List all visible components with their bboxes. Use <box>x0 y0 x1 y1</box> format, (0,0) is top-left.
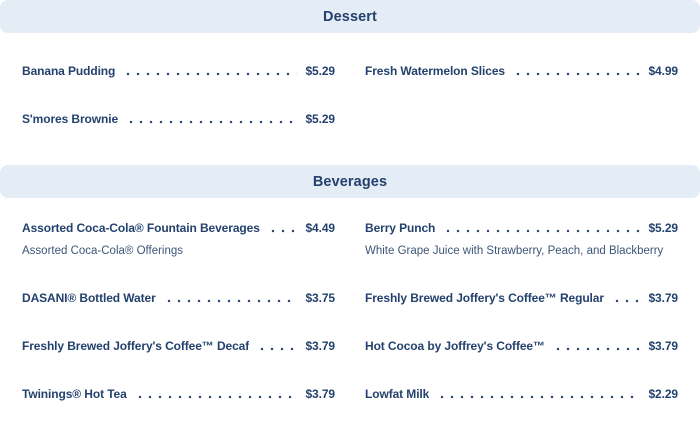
menu-item-price: $2.29 <box>648 387 678 401</box>
dot-leader <box>512 72 641 76</box>
menu-item: Twinings® Hot Tea $3.79 <box>22 386 335 402</box>
menu-item-name: Hot Cocoa by Joffrey's Coffee™ <box>365 339 545 353</box>
menu-item: Fresh Watermelon Slices $4.99 <box>365 63 678 79</box>
menu-item-price: $3.79 <box>648 339 678 353</box>
dot-leader <box>123 72 298 76</box>
dot-leader <box>443 229 641 233</box>
section-header-dessert: Dessert <box>0 0 700 33</box>
menu-item-name: Lowfat Milk <box>365 387 430 401</box>
menu-item: S'mores Brownie $5.29 <box>22 111 335 127</box>
dot-leader <box>437 395 641 399</box>
menu-item: Freshly Brewed Joffery's Coffee™ Decaf $… <box>22 338 335 354</box>
menu-item: Assorted Coca-Cola® Fountain Beverages $… <box>22 220 335 258</box>
dot-leader <box>552 347 641 351</box>
menu-item: Banana Pudding $5.29 <box>22 63 335 79</box>
menu-item: Lowfat Milk $2.29 <box>365 386 678 402</box>
menu-item-price: $3.79 <box>648 291 678 305</box>
menu-item-price: $3.79 <box>305 339 335 353</box>
menu-item-name: Berry Punch <box>365 221 436 235</box>
menu-item-description: Assorted Coca-Cola® Offerings <box>22 245 184 257</box>
menu-item-name: S'mores Brownie <box>22 112 119 126</box>
menu-item-description: White Grape Juice with Strawberry, Peach… <box>365 245 664 257</box>
menu-item: Hot Cocoa by Joffrey's Coffee™ $3.79 <box>365 338 678 354</box>
section-header-beverages: Beverages <box>0 165 700 198</box>
menu-item-name: Freshly Brewed Joffery's Coffee™ Decaf <box>22 339 250 353</box>
menu-item-name: Assorted Coca-Cola® Fountain Beverages <box>22 221 260 235</box>
menu-item: Berry Punch $5.29 White Grape Juice with… <box>365 220 678 258</box>
menu-item: Freshly Brewed Joffery's Coffee™ Regular… <box>365 290 678 306</box>
dot-leader <box>126 120 298 124</box>
menu-item-name: Twinings® Hot Tea <box>22 387 127 401</box>
menu-item-price: $5.29 <box>305 64 335 78</box>
dot-leader <box>163 299 298 303</box>
menu-item: DASANI® Bottled Water $3.75 <box>22 290 335 306</box>
dessert-menu-grid: Banana Pudding $5.29 Fresh Watermelon Sl… <box>0 63 700 127</box>
menu-item-price: $4.99 <box>648 64 678 78</box>
dot-leader <box>611 299 641 303</box>
menu-item-price: $4.49 <box>305 221 335 235</box>
dot-leader <box>267 229 298 233</box>
menu-item-name: Banana Pudding <box>22 64 116 78</box>
menu-item-price: $3.75 <box>305 291 335 305</box>
beverages-menu-grid: Assorted Coca-Cola® Fountain Beverages $… <box>0 220 700 402</box>
dot-leader <box>257 347 298 351</box>
section-title: Dessert <box>323 8 377 25</box>
menu-item-price: $3.79 <box>305 387 335 401</box>
menu-item-name: Freshly Brewed Joffery's Coffee™ Regular <box>365 291 604 305</box>
menu-item-price: $5.29 <box>305 112 335 126</box>
section-title: Beverages <box>312 173 388 190</box>
menu-item-price: $5.29 <box>648 221 678 235</box>
dot-leader <box>134 395 298 399</box>
menu-item-name: DASANI® Bottled Water <box>22 291 156 305</box>
menu-item-name: Fresh Watermelon Slices <box>365 64 505 78</box>
